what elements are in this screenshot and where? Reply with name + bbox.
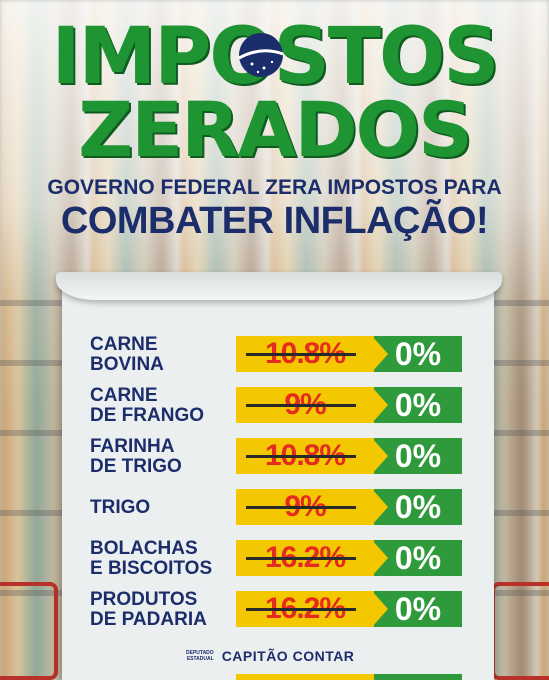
subtitle-line-1: GOVERNO FEDERAL ZERA IMPOSTOS PARA — [47, 176, 502, 199]
list-item: BOLACHAS E BISCOITOS 16.2% 0% — [90, 537, 470, 581]
sheet-roll — [56, 272, 502, 300]
cart-handle-right — [491, 582, 549, 680]
tax-badge: 10.8% 0% — [236, 438, 462, 474]
new-tax: 0% — [374, 489, 462, 525]
tax-badge: 9% 0% — [236, 387, 462, 423]
signature: DEPUTADO ESTADUAL CAPITÃO CONTAR — [186, 648, 354, 664]
headline-line-2: ZERADOS — [78, 85, 473, 174]
new-tax: 0% — [374, 591, 462, 627]
new-tax: 0% — [374, 438, 462, 474]
item-label: FARINHA DE TRIGO — [90, 436, 182, 477]
list-item: CARNE BOVINA 10.8% 0% — [90, 333, 470, 377]
old-tax: 10.8% — [236, 336, 374, 372]
cart-handle-left — [0, 582, 58, 680]
new-tax: 0% — [374, 387, 462, 423]
list-item: FARINHA DE TRIGO 10.8% 0% — [90, 435, 470, 479]
new-tax: 0% — [374, 540, 462, 576]
deputy-name: CAPITÃO CONTAR — [221, 648, 355, 664]
old-tax: 16.2% — [236, 540, 374, 576]
item-label: CARNE DE FRANGO — [90, 385, 204, 426]
tax-badge: 16.2% 0% — [236, 540, 462, 576]
old-tax: 10.8% — [236, 438, 374, 474]
tax-badge: 10.8% 0% — [236, 336, 462, 372]
list-item: PRODUTOS DE PADARIA 16.2% 0% — [90, 588, 470, 632]
list-item: CARNE DE FRANGO 9% 0% — [90, 384, 470, 428]
subtitle-line-2: COMBATER INFLAÇÃO! — [60, 200, 489, 242]
old-tax: 16.2% — [236, 591, 374, 627]
item-label: PRODUTOS DE PADARIA — [90, 589, 207, 630]
item-label: CARNE BOVINA — [90, 334, 164, 375]
brazil-globe-icon — [238, 33, 284, 77]
item-label: BOLACHAS E BISCOITOS — [90, 538, 213, 579]
list-item-cut — [90, 672, 470, 680]
new-tax: 0% — [374, 336, 462, 372]
item-label: TRIGO — [90, 497, 151, 518]
deputy-title: DEPUTADO ESTADUAL — [186, 650, 214, 662]
old-tax: 9% — [236, 387, 374, 423]
list-item: TRIGO 9% 0% — [90, 486, 470, 530]
tax-badge: 16.2% 0% — [236, 591, 462, 627]
tax-badge: 9% 0% — [236, 489, 462, 525]
old-tax: 9% — [236, 489, 374, 525]
